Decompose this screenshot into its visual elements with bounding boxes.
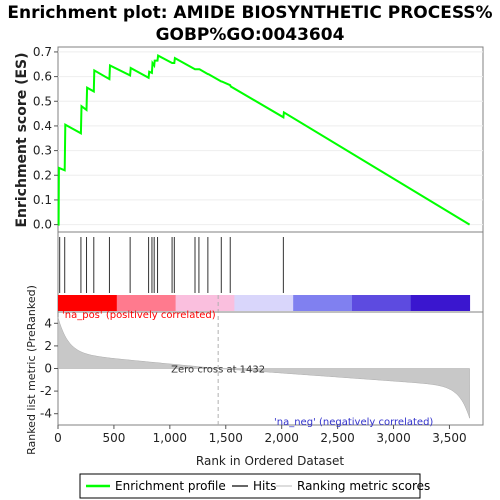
heatmap-segment [117, 295, 176, 311]
x-tick-label: 500 [102, 431, 125, 445]
na-neg-label: 'na_neg' (negatively correlated) [274, 417, 433, 428]
x-tick-label: 2,000 [265, 431, 299, 445]
heatmap-segment [234, 295, 293, 311]
es-ytick-label: 0.3 [33, 144, 52, 158]
heatmap-segment [411, 295, 470, 311]
heatmap-segment [352, 295, 411, 311]
zero-cross-label: Zero cross at 1432 [171, 365, 265, 376]
x-tick-label: 1,000 [153, 431, 187, 445]
es-ytick-label: 0.7 [33, 45, 52, 59]
legend-hits-label: Hits [253, 479, 276, 493]
x-tick-label: 0 [54, 431, 62, 445]
metric-ytick-label: -2 [40, 384, 52, 398]
x-tick-label: 1,500 [209, 431, 243, 445]
x-tick-label: 3,500 [432, 431, 466, 445]
metric-ytick-label: 4 [44, 316, 52, 330]
es-ytick-label: 0.6 [33, 70, 52, 84]
x-tick-label: 2,500 [320, 431, 354, 445]
heatmap-segment [293, 295, 352, 311]
es-ytick-label: 0.0 [33, 218, 52, 232]
metric-ytick-label: -4 [40, 407, 52, 421]
x-tick-label: 3,000 [376, 431, 410, 445]
legend-enrichment-label: Enrichment profile [115, 479, 226, 493]
x-axis-label: Rank in Ordered Dataset [196, 454, 344, 468]
es-ytick-label: 0.4 [33, 119, 52, 133]
es-ytick-label: 0.2 [33, 168, 52, 182]
es-ylabel: Enrichment score (ES) [14, 52, 30, 227]
metric-ylabel: Ranked list metric (PreRanked) [25, 285, 38, 455]
legend-metric-label: Ranking metric scores [297, 479, 430, 493]
metric-ytick-label: 0 [44, 362, 52, 376]
es-panel-frame [58, 47, 483, 232]
metric-ytick-label: 2 [44, 339, 52, 353]
na-pos-label: 'na_pos' (positively correlated) [62, 310, 216, 321]
es-ytick-label: 0.5 [33, 94, 52, 108]
heatmap-segment [58, 295, 117, 311]
heatmap-segment [176, 295, 235, 311]
es-ytick-label: 0.1 [33, 193, 52, 207]
